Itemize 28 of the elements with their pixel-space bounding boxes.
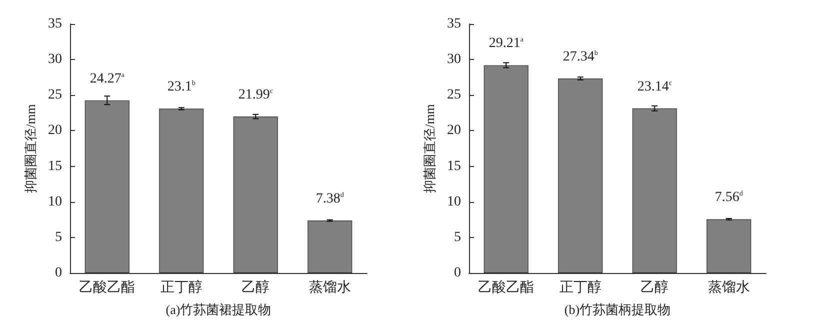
- y-tick-label: 25: [48, 88, 62, 103]
- x-tick-label: 蒸馏水: [308, 280, 351, 296]
- x-axis-title: (a)竹荪菌裙提取物: [166, 302, 272, 317]
- y-tick-label: 25: [447, 88, 461, 103]
- y-tick-label: 5: [454, 230, 461, 245]
- y-tick-label: 30: [48, 52, 62, 68]
- x-tick-label: 乙酸乙酯: [478, 280, 534, 296]
- x-tick-label: 蒸馏水: [708, 280, 750, 296]
- y-tick-label: 35: [48, 16, 62, 32]
- y-tick-label: 15: [447, 158, 461, 174]
- y-tick-label: 20: [48, 123, 62, 138]
- y-tick-label: 10: [48, 194, 62, 210]
- y-axis-title: 抑菌圈直径/mm: [23, 104, 38, 193]
- y-tick-label: 15: [48, 158, 62, 174]
- y-tick-label: 20: [447, 123, 461, 138]
- x-tick-label: 乙醇: [640, 280, 669, 296]
- y-tick-label: 5: [55, 230, 62, 245]
- x-tick-label: 正丁醇: [160, 280, 202, 296]
- x-tick-label: 乙醇: [242, 280, 270, 296]
- y-tick-label: 35: [447, 16, 461, 32]
- y-tick-label: 0: [55, 266, 62, 280]
- x-tick-label: 乙酸乙酯: [79, 280, 136, 296]
- y-axis-title: 抑菌圈直径/mm: [422, 104, 438, 193]
- y-tick-label: 10: [447, 194, 461, 210]
- x-axis-title: (b)竹荪菌柄提取物: [564, 302, 671, 317]
- y-tick-label: 30: [447, 52, 461, 68]
- x-tick-label: 正丁醇: [559, 280, 602, 296]
- y-tick-label: 0: [454, 266, 461, 280]
